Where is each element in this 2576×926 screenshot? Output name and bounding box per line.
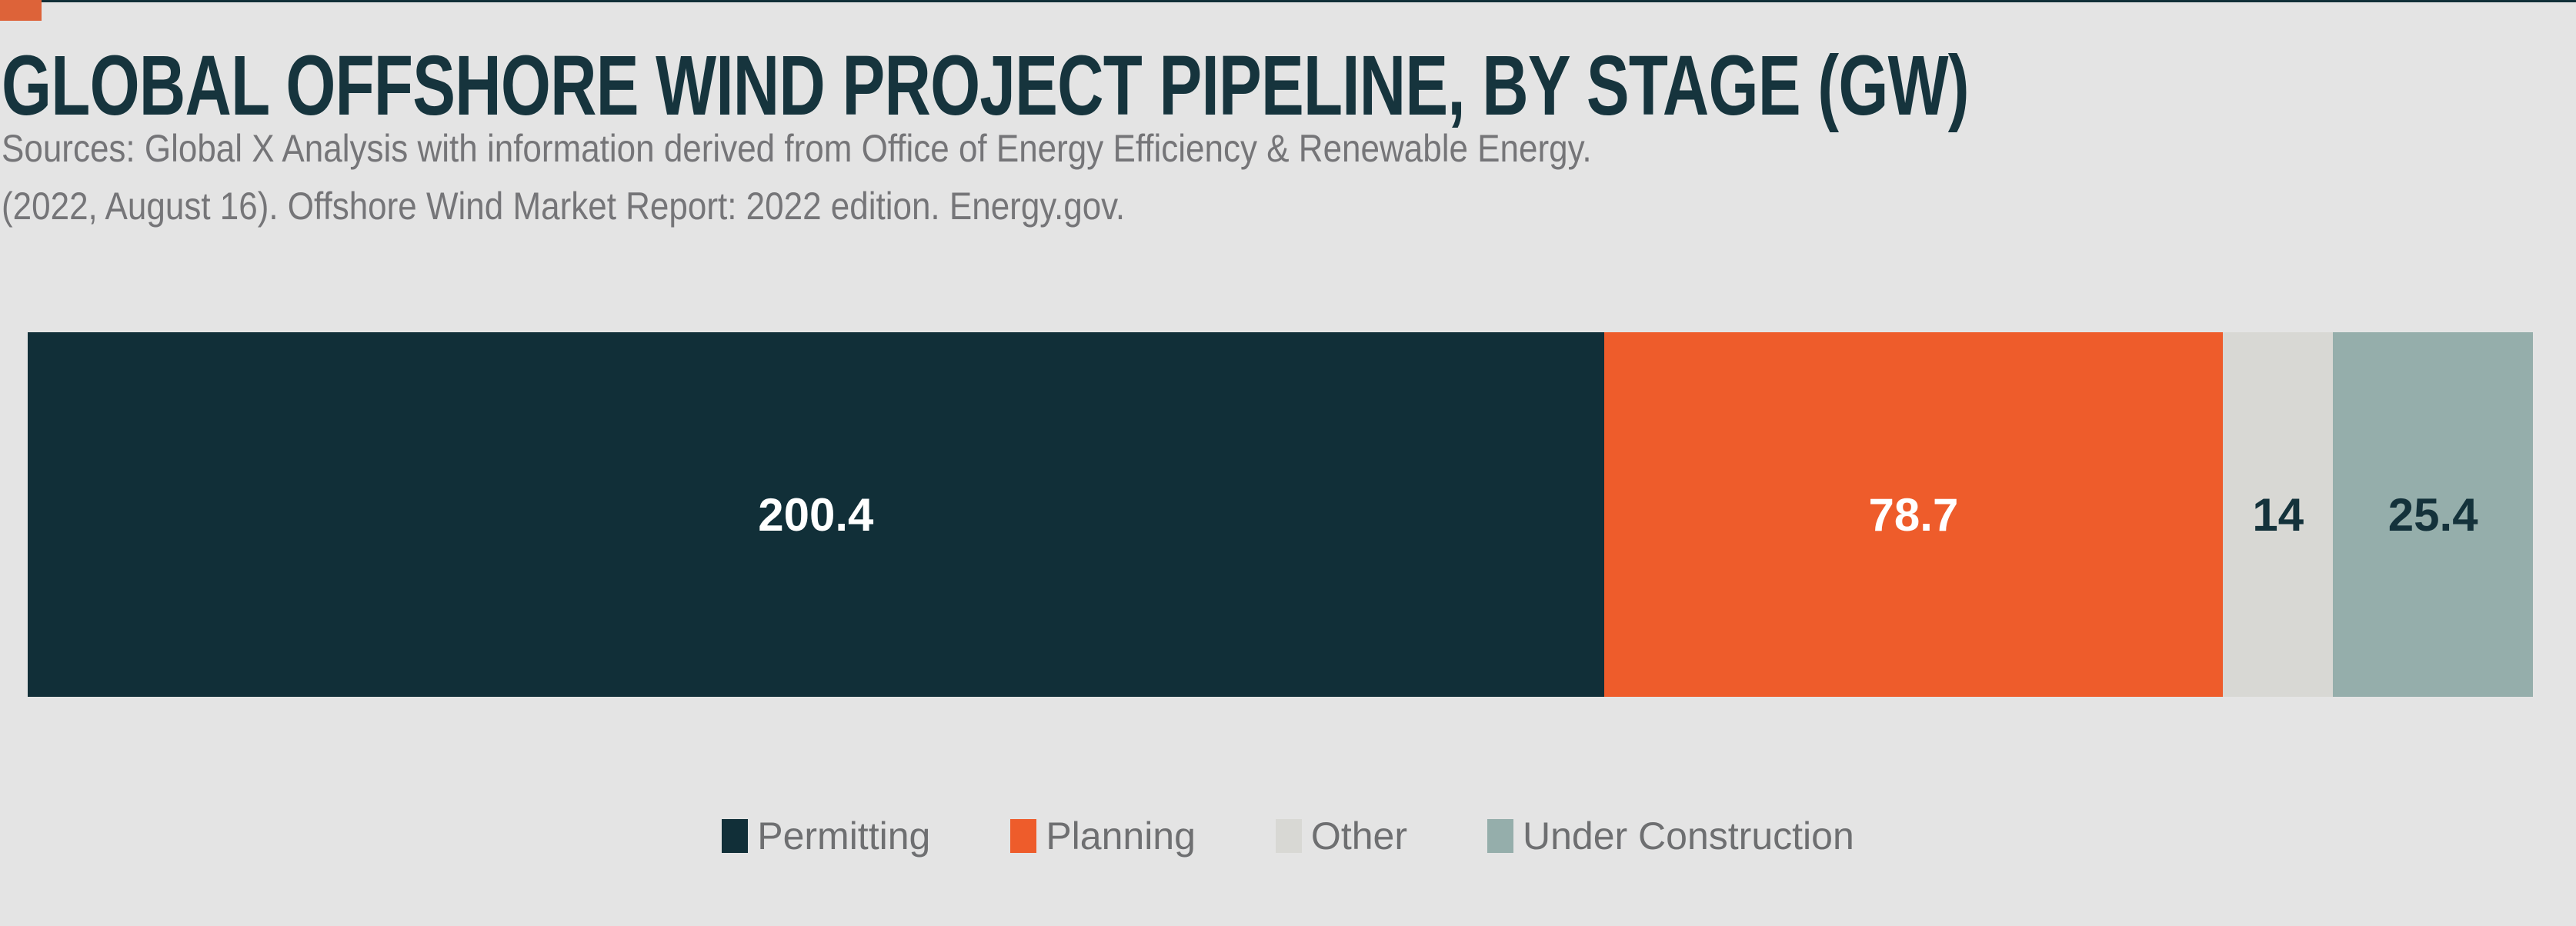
legend-label: Planning [1046, 814, 1196, 858]
legend-label: Permitting [757, 814, 931, 858]
bar-value-label: 78.7 [1868, 488, 1959, 541]
legend-swatch-icon [1010, 819, 1037, 853]
bar-value-label: 25.4 [2387, 488, 2478, 541]
orange-accent-block [0, 0, 42, 21]
bar-segment-under-construction: 25.4 [2333, 332, 2533, 697]
legend-label: Other [1310, 814, 1407, 858]
top-rule [0, 0, 2576, 2]
bar-value-label: 14 [2252, 488, 2304, 541]
legend-item-planning: Planning [1010, 814, 1196, 858]
chart-sources: Sources: Global X Analysis with informat… [2, 120, 1592, 235]
legend: Permitting Planning Other Under Constructio… [0, 814, 2576, 858]
chart-title: GLOBAL OFFSHORE WIND PROJECT PIPELINE, B… [2, 38, 1970, 133]
bar-value-label: 200.4 [758, 488, 874, 541]
legend-item-permitting: Permitting [722, 814, 930, 858]
legend-label: Under Construction [1522, 814, 1854, 858]
bar-segment-permitting: 200.4 [28, 332, 1604, 697]
stacked-bar: 200.4 78.7 14 25.4 [28, 332, 2533, 697]
legend-item-other: Other [1275, 814, 1407, 858]
legend-swatch-icon [1275, 819, 1302, 853]
source-line-2: (2022, August 16). Offshore Wind Market … [2, 185, 1126, 228]
bar-segment-planning: 78.7 [1603, 332, 2224, 697]
legend-item-under-construction: Under Construction [1487, 814, 1854, 858]
legend-swatch-icon [1487, 819, 1513, 853]
source-line-1: Sources: Global X Analysis with informat… [2, 127, 1592, 170]
bar-segment-other: 14 [2223, 332, 2334, 697]
legend-swatch-icon [722, 819, 749, 853]
